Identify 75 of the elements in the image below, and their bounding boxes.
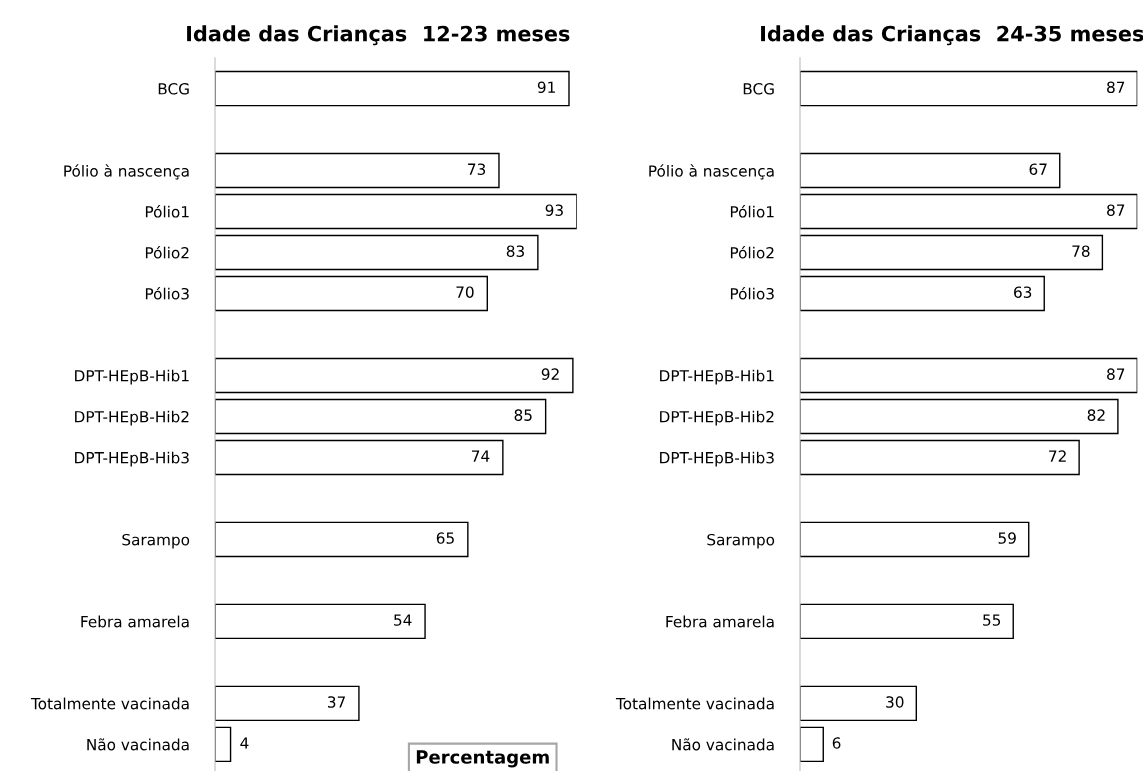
y-tick-label: Pólio3 [730,287,774,300]
data-label: 82 [1087,409,1105,421]
y-tick-label: Pólio2 [730,246,774,259]
bar [215,357,574,394]
bar [215,152,500,189]
data-label: 4 [240,737,249,749]
data-label: 30 [886,696,904,708]
y-tick-label: Pólio2 [145,246,189,259]
data-label: 70 [456,286,474,298]
y-tick-label: DPT-HEpB-Hib1 [75,369,189,385]
bar [800,234,1104,271]
y-tick-label: Totalmente vacinada [30,697,189,710]
bar [800,603,1014,640]
bar [215,521,469,558]
y-tick-label: Não vacinada [672,738,774,751]
data-label: 73 [468,163,486,175]
bar [800,152,1061,189]
y-tick-label: Não vacinada [87,738,189,751]
y-tick-label: BCG [743,83,774,95]
y-tick-label: Pólio3 [145,287,189,300]
bar [800,521,1030,558]
bar [215,685,360,722]
bar [215,193,577,230]
data-label: 78 [1072,245,1090,257]
data-label: 54 [394,614,412,626]
data-label: 87 [1107,204,1125,216]
data-label: 87 [1107,368,1125,380]
data-label: 92 [541,368,559,380]
bar [800,70,1138,107]
y-tick-label: DPT-HEpB-Hib3 [75,451,189,467]
chart-title: Idade das Crianças 24-35 meses [761,25,1143,46]
annotation: Percentagem [416,750,549,768]
y-tick-label: Pólio à nascença [64,164,189,180]
bar [215,275,488,312]
bar [800,685,918,722]
y-tick-label: BCG [158,83,189,95]
y-tick-label: Sarampo [707,533,775,549]
data-label: 65 [436,532,454,544]
y-tick-label: Pólio1 [145,205,189,218]
y-tick-label: DPT-HEpB-Hib1 [660,369,774,385]
bar [215,234,539,271]
data-label: 85 [514,409,532,421]
y-tick-label: DPT-HEpB-Hib2 [660,410,774,426]
bar [800,193,1138,230]
bar [215,70,570,107]
bar [215,439,504,476]
data-label: 72 [1049,450,1066,462]
bar [800,275,1045,312]
data-label: 83 [506,245,524,257]
y-tick-label: DPT-HEpB-Hib3 [660,451,774,467]
bar [800,357,1138,394]
y-tick-label: DPT-HEpB-Hib2 [75,410,189,426]
data-label: 67 [1029,163,1047,175]
data-label: 87 [1107,81,1125,93]
data-label: 93 [545,204,563,216]
data-label: 59 [998,532,1016,544]
data-label: 55 [983,614,1001,626]
y-tick-label: Febra amarela [666,615,774,628]
chart-title: Idade das Crianças 12-23 meses [187,25,570,46]
data-label: 63 [1014,286,1032,298]
y-tick-label: Totalmente vacinada [615,697,774,710]
bar [800,726,824,763]
y-tick-label: Pólio à nascença [649,164,774,180]
data-label: 37 [327,696,345,708]
bar [215,726,232,763]
y-tick-label: Febra amarela [81,615,189,628]
y-tick-label: Sarampo [122,533,190,549]
bar [800,439,1080,476]
data-label: 6 [832,737,841,749]
bar [215,603,426,640]
data-label: 74 [472,450,490,462]
bar [215,398,547,435]
y-tick-label: Pólio1 [730,205,774,218]
data-label: 91 [537,81,555,93]
bar [800,398,1119,435]
